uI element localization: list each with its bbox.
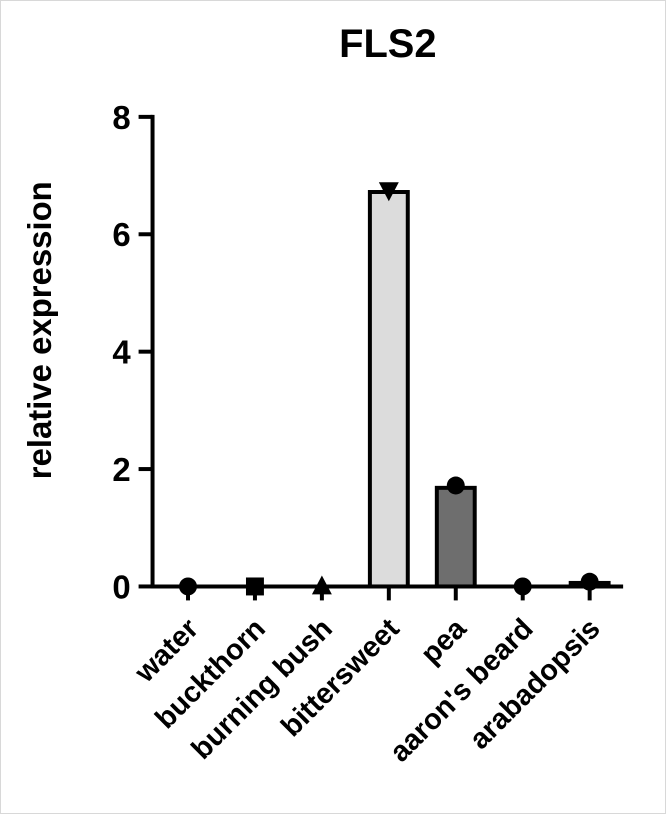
y-tick-label: 0	[112, 568, 130, 605]
x-tick-label: pea	[415, 612, 474, 671]
data-point	[378, 182, 399, 202]
y-tick-label: 8	[112, 99, 130, 136]
y-tick-label: 2	[112, 451, 130, 488]
bar	[434, 485, 477, 589]
bar	[367, 190, 410, 589]
data-point	[446, 476, 465, 495]
bars	[367, 190, 611, 589]
chart-title: FLS2	[339, 22, 436, 66]
y-tick-label: 6	[112, 216, 130, 253]
y-axis: 0 2 4 6 8	[112, 99, 155, 605]
y-tick-label: 4	[112, 334, 131, 371]
y-axis-label: relative expression	[21, 181, 58, 479]
